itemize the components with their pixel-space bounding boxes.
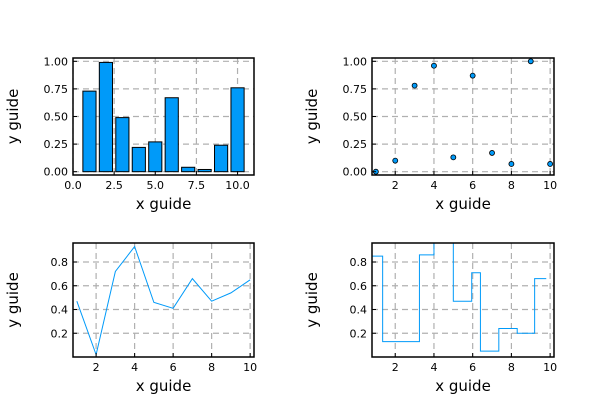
y-tick-label: 0.25: [44, 138, 69, 151]
x-tick-label: 2: [93, 361, 100, 374]
x-axis-label: x guide: [136, 195, 192, 213]
x-axis-label: x guide: [435, 377, 491, 395]
x-tick-label: 4: [430, 179, 437, 192]
y-tick-label: 0.4: [350, 304, 368, 317]
bar: [181, 166, 196, 173]
subplot-bar: 0.0 2.5 5.0 7.5 10.0 0.00 0.25 0.50 0.75 1.00 x gu…: [4, 55, 255, 213]
y-tick-label: 0.75: [44, 83, 69, 96]
x-tick-label: 0.0: [64, 179, 82, 192]
scatter-point: [469, 72, 476, 79]
x-tick-label: 4: [131, 361, 138, 374]
y-tick-label: 0.6: [350, 280, 368, 293]
bar: [197, 168, 212, 173]
bar: [148, 141, 163, 173]
x-tick-label: 10: [543, 361, 557, 374]
x-tick-label: 2: [392, 179, 399, 192]
plot-frame: [72, 242, 255, 358]
y-tick-label: 0.00: [343, 166, 368, 179]
x-tick-label: 6: [469, 179, 476, 192]
y-tick-label: 0.00: [44, 166, 69, 179]
bar: [131, 146, 146, 173]
bar: [230, 87, 245, 173]
scatter-point: [450, 154, 457, 161]
x-tick-label: 2.5: [105, 179, 123, 192]
x-axis-label: x guide: [435, 195, 491, 213]
x-tick-label: 6: [469, 361, 476, 374]
series-step-line: [372, 242, 547, 352]
y-tick-label: 0.75: [343, 83, 368, 96]
scatter-point: [392, 157, 399, 164]
x-tick-label: 8: [208, 361, 215, 374]
x-tick-label: 8: [508, 361, 515, 374]
x-tick-label: 4: [430, 361, 437, 374]
y-axis-label: y guide: [303, 272, 321, 328]
x-tick-label: 8: [508, 179, 515, 192]
y-tick-label: 0.8: [51, 256, 69, 269]
bar: [214, 144, 229, 173]
x-axis-label: x guide: [136, 377, 192, 395]
bar: [164, 97, 179, 173]
scatter-point: [411, 82, 418, 89]
y-tick-label: 0.25: [343, 138, 368, 151]
y-tick-label: 1.00: [44, 55, 69, 68]
y-tick-label: 1.00: [343, 55, 368, 68]
scatter-point: [527, 58, 534, 65]
y-axis-label: y guide: [303, 89, 321, 145]
x-tick-label: 5.0: [147, 179, 165, 192]
y-tick-label: 0.2: [51, 327, 69, 340]
x-tick-label: 2: [392, 361, 399, 374]
series-line: [76, 245, 251, 357]
y-axis-label: y guide: [4, 89, 22, 145]
subplot-step: 2 4 6 8 10 0.2 0.4 0.6 0.8 x guide y guide: [303, 242, 557, 395]
scatter-point: [508, 161, 515, 167]
subplot-line: 2 4 6 8 10 0.2 0.4 0.6 0.8 x guide y guide: [4, 242, 257, 395]
scatter-point: [431, 62, 437, 69]
plot-frame: [371, 242, 555, 358]
x-tick-label: 7.5: [188, 179, 206, 192]
x-tick-label: 10: [243, 361, 257, 374]
y-axis-label: y guide: [4, 272, 22, 328]
y-tick-label: 0.8: [350, 256, 368, 269]
y-tick-label: 0.50: [44, 111, 69, 124]
x-tick-label: 10: [543, 179, 557, 192]
bar: [82, 90, 97, 173]
bar: [115, 117, 130, 173]
subplot-scatter: 2 4 6 8 10 0.00 0.25 0.50 0.75 1.00 x guide y guide: [303, 55, 557, 213]
y-tick-label: 0.6: [51, 280, 69, 293]
scatter-point: [547, 161, 554, 167]
bar: [98, 61, 113, 173]
x-tick-label: 6: [170, 361, 177, 374]
scatter-point: [489, 150, 495, 156]
y-tick-label: 0.2: [350, 327, 368, 340]
x-tick-label: 10.0: [225, 179, 250, 192]
y-tick-label: 0.4: [51, 304, 69, 317]
y-tick-label: 0.50: [343, 111, 368, 124]
